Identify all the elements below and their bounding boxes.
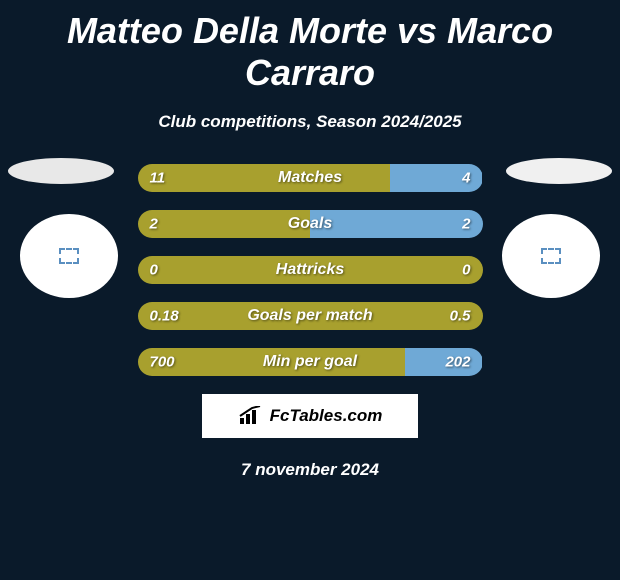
chart-icon (238, 406, 264, 426)
stat-bar: Min per goal 700 202 (138, 348, 483, 376)
stat-value-left: 11 (150, 170, 166, 187)
stat-label: Goals (288, 215, 332, 233)
player-right-club (502, 214, 600, 298)
stat-bar: Goals per match 0.18 0.5 (138, 302, 483, 330)
stat-value-left: 2 (150, 216, 158, 233)
player-left-club (20, 214, 118, 298)
subtitle: Club competitions, Season 2024/2025 (0, 112, 620, 132)
stat-bar: Hattricks 0 0 (138, 256, 483, 284)
club-badge-icon (59, 248, 79, 264)
stat-bar: Goals 2 2 (138, 210, 483, 238)
stat-value-left: 700 (150, 354, 175, 371)
stat-bars: Matches 11 4 Goals 2 2 Hattricks 0 0 Goals per ma… (138, 164, 483, 376)
stat-value-right: 2 (462, 216, 470, 233)
stat-value-right: 4 (462, 170, 470, 187)
stat-label: Goals per match (247, 307, 372, 325)
player-left-flag (8, 158, 114, 184)
brand-box: FcTables.com (202, 394, 418, 438)
stat-value-left: 0 (150, 262, 158, 279)
player-right-flag (506, 158, 612, 184)
stat-label: Hattricks (276, 261, 344, 279)
stat-value-right: 0 (462, 262, 470, 279)
stat-value-right: 202 (445, 354, 470, 371)
stat-value-left: 0.18 (150, 308, 179, 325)
page-title: Matteo Della Morte vs Marco Carraro (0, 0, 620, 94)
stat-label: Matches (278, 169, 342, 187)
stat-bar: Matches 11 4 (138, 164, 483, 192)
club-badge-icon (541, 248, 561, 264)
stat-label: Min per goal (263, 353, 357, 371)
brand-text: FcTables.com (270, 406, 383, 426)
date-text: 7 november 2024 (0, 460, 620, 480)
stat-value-right: 0.5 (450, 308, 471, 325)
comparison-area: Matches 11 4 Goals 2 2 Hattricks 0 0 Goals per ma… (0, 164, 620, 480)
